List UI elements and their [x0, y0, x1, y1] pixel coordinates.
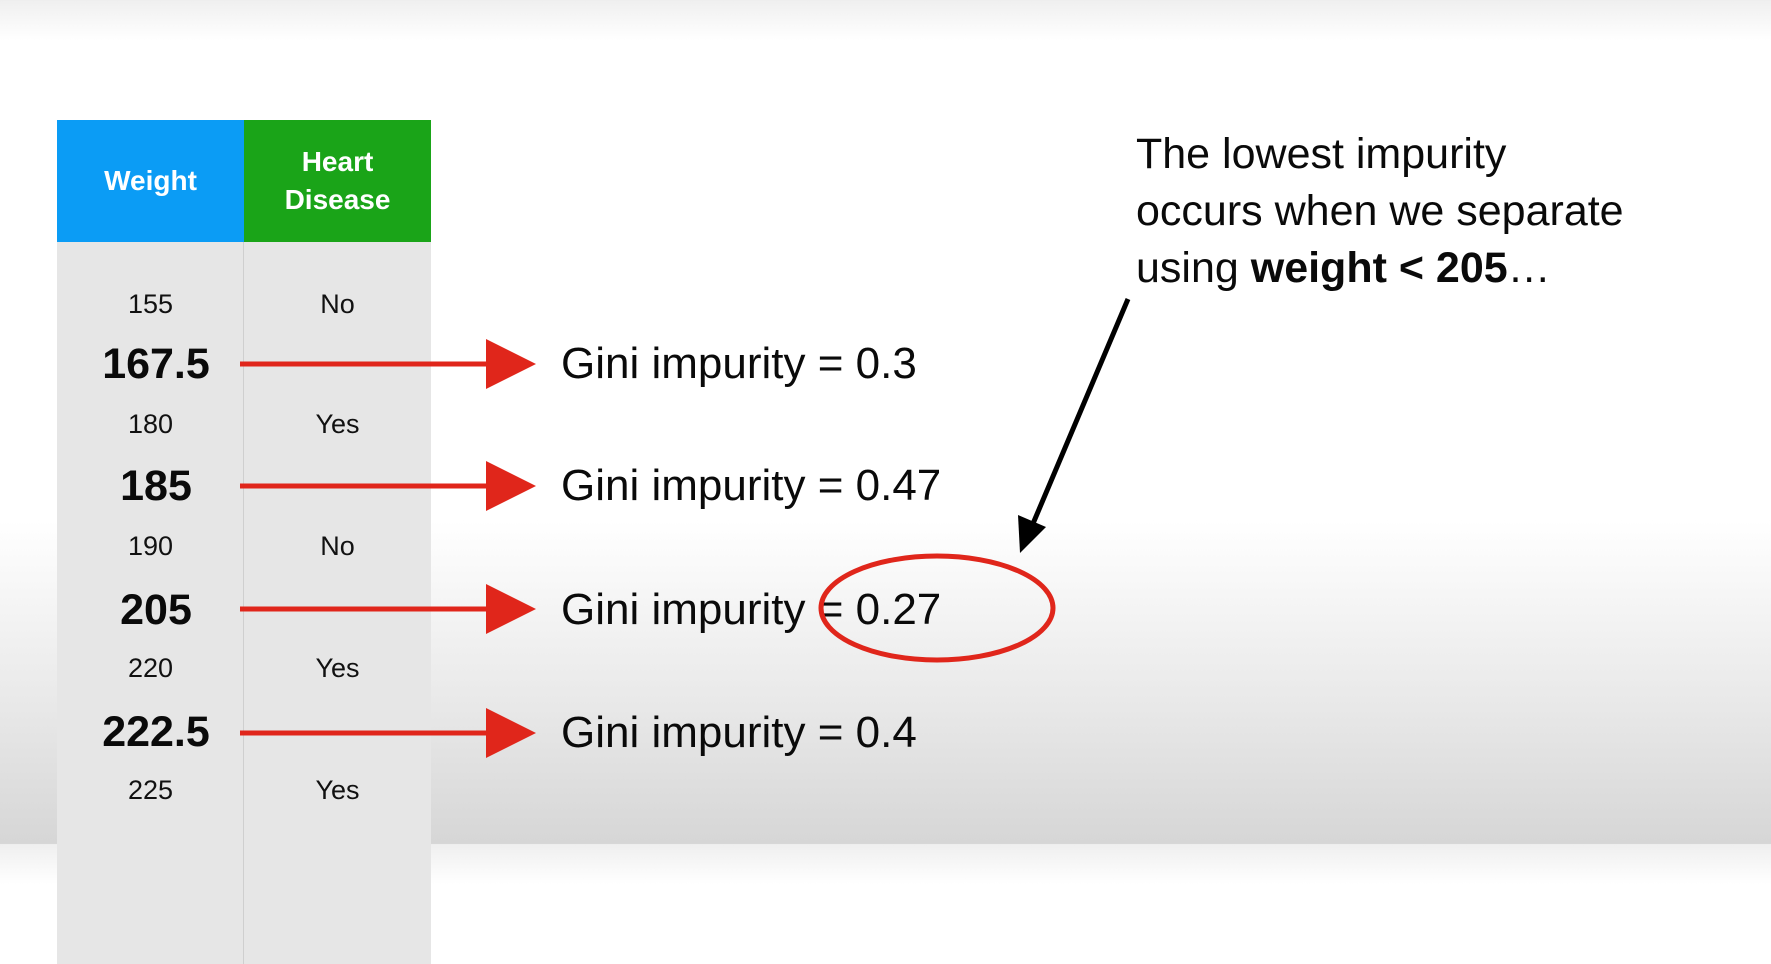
- row-4-weight: 220: [127, 653, 174, 683]
- note-line-2: occurs when we separate: [1136, 187, 1624, 235]
- heart-disease-header: Heart Disease: [244, 120, 431, 242]
- annotation-overlay: [240, 298, 1131, 758]
- threshold-205: 205: [120, 586, 192, 634]
- note-line-3-prefix: using: [1136, 244, 1251, 292]
- lowest-gini-highlight-circle: [818, 553, 1056, 663]
- gini-result-4: Gini impurity = 0.4: [561, 708, 917, 757]
- note-line-1: The lowest impurity: [1136, 130, 1507, 178]
- threshold-185: 185: [120, 462, 192, 510]
- row-4-heart-disease: Yes: [315, 653, 360, 683]
- weight-header: Weight: [57, 120, 244, 242]
- gini-result-3: Gini impurity = 0.27: [561, 585, 942, 634]
- heart-disease-header-label: Heart Disease: [284, 146, 391, 215]
- row-1-heart-disease: No: [320, 289, 355, 319]
- row-5-weight: 225: [127, 775, 174, 805]
- note-line-3: using weight < 205…: [1136, 240, 1756, 297]
- gini-result-2: Gini impurity = 0.47: [561, 461, 942, 510]
- note-line-3-bold: weight < 205: [1250, 244, 1508, 292]
- row-5-heart-disease: Yes: [315, 775, 360, 805]
- threshold-222-5: 222.5: [102, 708, 210, 756]
- row-2-weight: 180: [127, 409, 174, 439]
- note-line-3-suffix: …: [1507, 244, 1551, 292]
- split-arrows: [240, 339, 536, 758]
- row-1-weight: 155: [127, 289, 174, 319]
- pointer-arrow: [1018, 298, 1131, 553]
- gini-result-1: Gini impurity = 0.3: [561, 339, 917, 388]
- row-3-weight: 190: [127, 531, 174, 561]
- row-3-heart-disease: No: [320, 531, 355, 561]
- lowest-impurity-note: The lowest impurity occurs when we separ…: [1136, 126, 1756, 297]
- row-2-heart-disease: Yes: [315, 409, 360, 439]
- threshold-167-5: 167.5: [102, 340, 210, 388]
